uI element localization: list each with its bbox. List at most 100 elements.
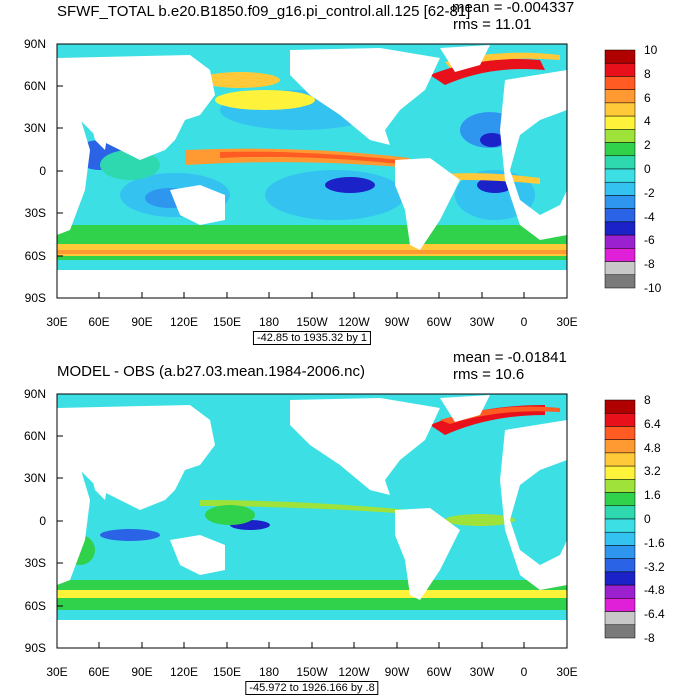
colorbar-swatch <box>604 465 636 480</box>
map-plot <box>56 43 636 299</box>
lon-label: 30E <box>46 665 68 679</box>
lon-label: 150W <box>296 665 328 679</box>
lon-label: 150E <box>212 665 242 679</box>
lon-label: 0 <box>520 315 528 329</box>
lon-label: 30E <box>46 315 68 329</box>
colorbar-swatch <box>604 518 636 533</box>
lon-label: 120W <box>338 665 370 679</box>
colorbar-swatch <box>604 234 636 249</box>
colorbar-label: -2 <box>644 185 655 200</box>
colorbar-swatch <box>604 168 636 183</box>
lat-label: 30S <box>24 556 46 570</box>
lon-label: 60E <box>88 315 110 329</box>
contour-range-note: -45.972 to 1926.166 by .8 <box>245 681 379 695</box>
colorbar-swatch <box>604 221 636 236</box>
colorbar-swatch <box>604 274 636 289</box>
colorbar-swatch <box>604 531 636 546</box>
lon-label: 60W <box>426 315 452 329</box>
colorbar-swatch <box>604 195 636 209</box>
colorbar-label: 6.4 <box>644 416 661 431</box>
lat-label: 90N <box>23 37 46 51</box>
lat-label: 60N <box>23 429 46 443</box>
colorbar-swatch <box>604 49 636 64</box>
ocean-field <box>57 405 567 610</box>
lon-label: 180 <box>258 665 280 679</box>
lat-label: 60N <box>23 79 46 93</box>
lon-label: 60E <box>88 665 110 679</box>
lat-label: 90S <box>24 641 46 655</box>
colorbar-swatch <box>604 181 636 196</box>
colorbar-swatch <box>604 439 636 454</box>
lon-label: 90W <box>384 315 410 329</box>
colorbar-label: 4.8 <box>644 440 661 455</box>
lat-label: 0 <box>39 164 46 178</box>
colorbar-label: 2 <box>644 138 651 153</box>
lon-label: 0 <box>520 665 528 679</box>
colorbar-label: 0 <box>644 512 651 526</box>
lat-label: 60S <box>24 599 46 613</box>
panel-title: MODEL - OBS (a.b27.03.mean.1984-2006.nc) <box>57 363 365 380</box>
colorbar <box>604 49 636 289</box>
colorbar-swatch <box>604 558 636 573</box>
colorbar-label: -3.2 <box>644 559 665 574</box>
colorbar-swatch <box>604 248 636 262</box>
rms-stat: rms = 11.01 <box>453 16 532 33</box>
lon-label: 120E <box>169 665 199 679</box>
lon-label: 90W <box>384 665 410 679</box>
lon-label: 120W <box>338 315 370 329</box>
axis-ticks <box>56 393 568 649</box>
colorbar-label: -4 <box>644 209 655 224</box>
colorbar-swatch <box>604 115 636 130</box>
colorbar-swatch <box>604 142 636 157</box>
colorbar-label: -8 <box>644 631 655 645</box>
colorbar-label: -6.4 <box>644 607 665 622</box>
colorbar-label: 6 <box>644 90 651 105</box>
colorbar-swatch <box>604 584 636 599</box>
ocean-field <box>57 52 567 260</box>
map-panel-bottom: MODEL - OBS (a.b27.03.mean.1984-2006.nc)… <box>0 349 700 700</box>
lat-label: 30N <box>23 471 46 485</box>
colorbar-swatch <box>604 505 636 520</box>
colorbar-label: -8 <box>644 257 655 272</box>
colorbar-swatch <box>604 611 636 626</box>
lon-label: 90E <box>131 665 153 679</box>
colorbar-label: 4 <box>644 114 651 129</box>
colorbar-label: -6 <box>644 233 655 248</box>
colorbar-swatch <box>604 89 636 104</box>
lon-label: 60W <box>426 665 452 679</box>
colorbar-label: 0 <box>644 162 651 176</box>
colorbar-swatch <box>604 155 636 170</box>
panel-title: SFWF_TOTAL b.e20.B1850.f09_g16.pi_contro… <box>57 3 471 20</box>
colorbar-swatch <box>604 399 636 414</box>
colorbar-swatch <box>604 545 636 559</box>
map-plot <box>56 393 636 649</box>
map-panel-top: SFWF_TOTAL b.e20.B1850.f09_g16.pi_contro… <box>23 0 661 345</box>
rms-stat: rms = 10.6 <box>453 366 525 383</box>
colorbar-swatch <box>604 598 636 612</box>
colorbar-swatch <box>604 479 636 493</box>
colorbar-swatch <box>604 426 636 440</box>
colorbar-swatch <box>604 76 636 90</box>
colorbar-label: -1.6 <box>644 535 665 550</box>
lat-label: 90S <box>24 291 46 305</box>
lon-label: 30E <box>556 315 578 329</box>
lon-label: 90E <box>131 315 153 329</box>
colorbar-label: -4.8 <box>644 583 665 598</box>
colorbar-label: 3.2 <box>644 464 661 479</box>
lat-label: 90N <box>23 387 46 401</box>
axis-ticks <box>56 43 568 299</box>
colorbar-swatch <box>604 129 636 143</box>
colorbar <box>604 399 636 639</box>
colorbar-swatch <box>604 62 636 77</box>
lon-label: 30W <box>469 315 495 329</box>
lat-label: 60S <box>24 249 46 263</box>
lat-label: 30S <box>24 206 46 220</box>
colorbar-swatch <box>604 261 636 276</box>
lon-label: 150W <box>296 315 328 329</box>
mean-stat: mean = -0.004337 <box>452 0 575 16</box>
colorbar-label: 1.6 <box>644 488 661 503</box>
mean-stat: mean = -0.01841 <box>453 349 567 366</box>
colorbar-label: 10 <box>644 43 658 57</box>
colorbar-label: 8 <box>644 393 651 407</box>
lat-label: 30N <box>23 121 46 135</box>
